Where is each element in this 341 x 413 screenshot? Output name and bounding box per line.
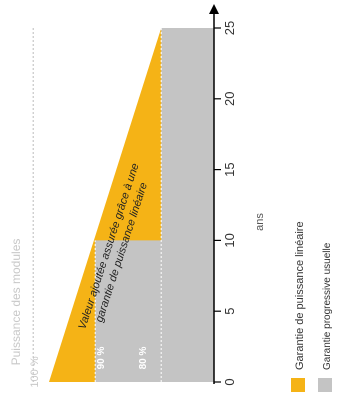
x-axis-arrow-icon — [209, 4, 219, 14]
x-tick-label-10: 10 — [222, 233, 237, 247]
legend-swatch-progressive — [318, 378, 332, 392]
x-tick-label-0: 0 — [222, 378, 237, 385]
value-label-90: 90 % — [96, 346, 107, 369]
y-axis-label: Puissance des modules — [9, 239, 23, 366]
value-label-80: 80 % — [138, 346, 149, 369]
x-tick-label-5: 5 — [222, 308, 237, 315]
legend-label-progressive: Garantie progressive usuelle — [322, 242, 333, 370]
legend-label-linear: Garantie de puissance linéaire — [294, 221, 306, 370]
x-tick-label-15: 15 — [222, 162, 237, 176]
y-top-label: 100 % — [29, 356, 41, 387]
legend-swatch-linear — [291, 378, 305, 392]
plot-area: 0 5 10 15 20 25 — [32, 4, 237, 386]
progressive-guarantee-area — [95, 28, 214, 382]
x-axis-label: ans — [254, 213, 266, 231]
legend: Garantie de puissance linéaire Garantie … — [291, 221, 333, 392]
x-tick-label-20: 20 — [222, 92, 237, 106]
x-tick-label-25: 25 — [222, 21, 237, 35]
